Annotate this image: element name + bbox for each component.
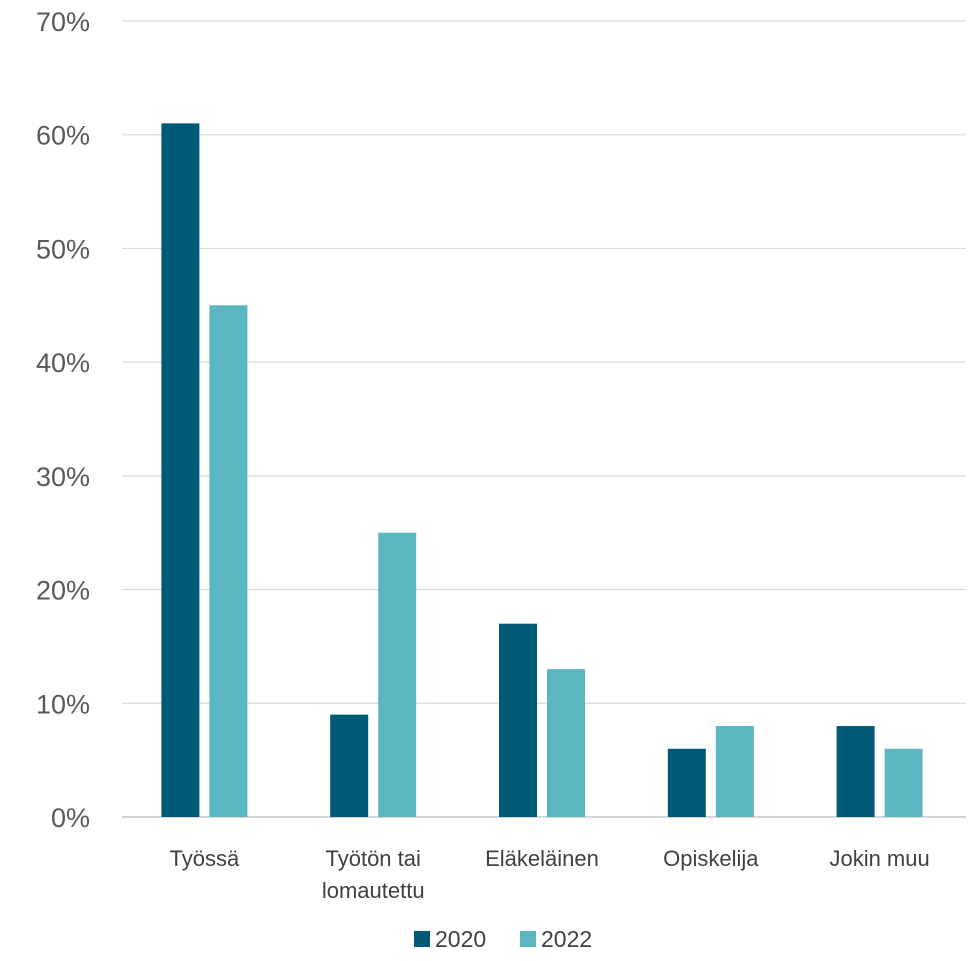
y-tick-label: 60% bbox=[36, 121, 90, 151]
x-tick-label: Eläkeläinen bbox=[485, 846, 599, 871]
legend-swatch-2020 bbox=[414, 931, 430, 947]
gridlines bbox=[122, 20, 966, 818]
y-tick-label: 70% bbox=[36, 7, 90, 37]
legend-label-2020: 2020 bbox=[435, 926, 486, 952]
legend: 2020 2022 bbox=[414, 926, 592, 952]
y-tick-label: 30% bbox=[36, 462, 90, 492]
legend-swatch-2022 bbox=[520, 931, 536, 947]
bar-2022-0 bbox=[209, 305, 248, 817]
bar-2022-3 bbox=[715, 726, 754, 817]
x-tick-label: Työssä bbox=[170, 846, 240, 871]
bar-2022-4 bbox=[884, 748, 923, 817]
x-tick-label-line: Eläkeläinen bbox=[485, 846, 599, 871]
bar-2020-3 bbox=[667, 748, 706, 817]
x-tick-label-line: lomautettu bbox=[322, 878, 425, 903]
bar-2022-1 bbox=[378, 532, 417, 817]
x-tick-label: Jokin muu bbox=[829, 846, 929, 871]
y-tick-label: 40% bbox=[36, 348, 90, 378]
bars bbox=[161, 123, 923, 818]
bar-2020-2 bbox=[499, 623, 537, 817]
bar-2022-2 bbox=[547, 669, 585, 817]
y-axis-tick-labels: 0% 10% 20% 30% 40% 50% 60% 70% bbox=[36, 7, 90, 833]
bar-2020-1 bbox=[330, 714, 369, 817]
y-tick-label: 0% bbox=[51, 803, 90, 833]
x-tick-label-line: Työtön tai bbox=[326, 846, 421, 871]
x-tick-label-line: Opiskelija bbox=[663, 846, 759, 871]
x-tick-label-line: Jokin muu bbox=[829, 846, 929, 871]
y-tick-label: 20% bbox=[36, 576, 90, 606]
bar-2020-0 bbox=[161, 123, 200, 818]
x-axis-tick-labels: Työssä Työtön tai lomautettu Eläkeläinen Opi… bbox=[170, 846, 930, 903]
x-tick-label: Työtön tai lomautettu bbox=[322, 846, 425, 903]
bar-2020-4 bbox=[836, 726, 875, 817]
x-tick-label-line: Työssä bbox=[170, 846, 240, 871]
y-tick-label: 10% bbox=[36, 689, 90, 719]
legend-label-2022: 2022 bbox=[541, 926, 592, 952]
y-tick-label: 50% bbox=[36, 234, 90, 264]
x-tick-label: Opiskelija bbox=[663, 846, 759, 871]
